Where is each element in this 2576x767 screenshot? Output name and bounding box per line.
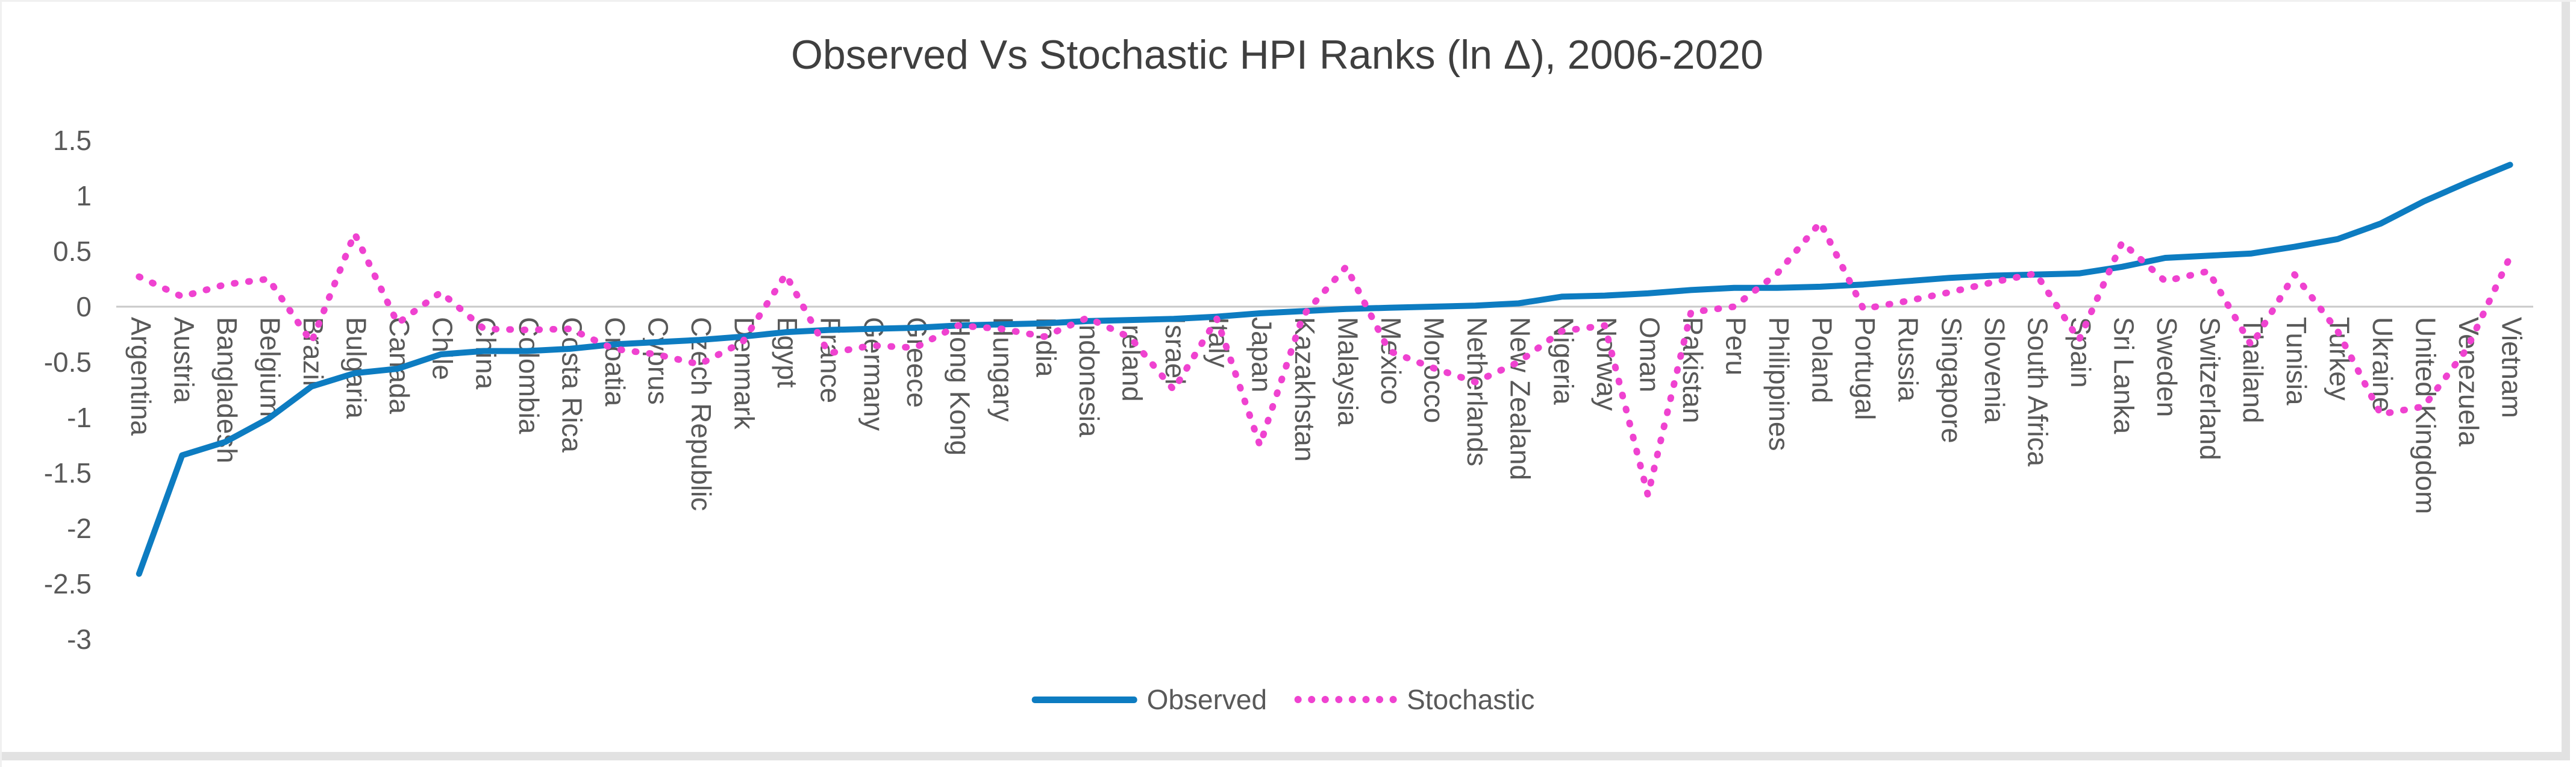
svg-text:Belgium: Belgium [254, 317, 286, 417]
svg-text:Argentina: Argentina [125, 317, 157, 436]
legend-item-stochastic: Stochastic [1295, 683, 1534, 716]
svg-text:0: 0 [76, 291, 92, 322]
svg-text:-0.5: -0.5 [44, 346, 92, 378]
legend-label-observed: Observed [1146, 684, 1268, 715]
svg-text:India: India [1031, 317, 1062, 377]
svg-text:-2.5: -2.5 [44, 568, 92, 600]
svg-text:Slovenia: Slovenia [1979, 317, 2010, 424]
svg-text:Chile: Chile [427, 317, 458, 380]
svg-text:Cyprus: Cyprus [643, 317, 674, 405]
svg-text:Israel: Israel [1160, 317, 1191, 384]
chart-title: Observed Vs Stochastic HPI Ranks (ln Δ),… [791, 32, 1763, 78]
svg-text:Austria: Austria [168, 317, 199, 404]
window-frame-bottom [0, 752, 2569, 760]
svg-text:Pakistan: Pakistan [1677, 317, 1708, 423]
svg-text:1.5: 1.5 [53, 125, 92, 156]
svg-text:Sri Lanka: Sri Lanka [2109, 317, 2140, 434]
window-frame-right [2562, 0, 2570, 760]
legend-label-stochastic: Stochastic [1407, 684, 1535, 715]
observed-line-swatch-icon [1031, 696, 1137, 703]
svg-text:-1.5: -1.5 [44, 457, 92, 489]
svg-text:Malaysia: Malaysia [1332, 317, 1363, 427]
svg-text:Japan: Japan [1246, 317, 1277, 392]
svg-text:1: 1 [76, 180, 92, 211]
svg-text:-1: -1 [67, 402, 92, 433]
svg-text:Germany: Germany [858, 317, 889, 431]
svg-text:Egypt: Egypt [772, 317, 803, 388]
svg-text:Costa Rica: Costa Rica [556, 317, 587, 452]
svg-text:Norway: Norway [1591, 317, 1622, 411]
window-edge-left [0, 0, 2, 767]
svg-text:Netherlands: Netherlands [1462, 317, 1493, 466]
svg-text:Hong Kong: Hong Kong [944, 317, 975, 456]
svg-text:Singapore: Singapore [1936, 317, 1967, 443]
svg-text:-3: -3 [67, 624, 92, 655]
svg-text:Bulgaria: Bulgaria [341, 317, 372, 419]
svg-text:Peru: Peru [1721, 317, 1752, 375]
svg-text:Ireland: Ireland [1117, 317, 1148, 402]
svg-text:-2: -2 [67, 513, 92, 544]
svg-text:Venezuela: Venezuela [2453, 317, 2484, 446]
svg-text:Oman: Oman [1634, 317, 1665, 392]
svg-text:Philippines: Philippines [1763, 317, 1795, 451]
window-edge-top [0, 0, 2576, 2]
svg-text:Greece: Greece [901, 317, 933, 408]
stochastic-dotted-swatch-icon [1295, 696, 1398, 703]
svg-text:Colombia: Colombia [513, 317, 545, 434]
svg-text:Tunisia: Tunisia [2281, 317, 2312, 405]
svg-text:Sweden: Sweden [2151, 317, 2183, 417]
svg-text:Croatia: Croatia [599, 317, 631, 407]
svg-text:Portugal: Portugal [1849, 317, 1881, 420]
chart-legend: Observed Stochastic [1031, 683, 1534, 716]
svg-text:Indonesia: Indonesia [1074, 317, 1105, 437]
svg-text:Thailand: Thailand [2237, 317, 2269, 423]
svg-text:Vietnam: Vietnam [2496, 317, 2528, 418]
svg-text:Czech Republic: Czech Republic [686, 317, 717, 511]
svg-text:Hungary: Hungary [987, 317, 1019, 422]
svg-text:United Kingdom: United Kingdom [2410, 317, 2441, 514]
legend-item-observed: Observed [1031, 683, 1268, 716]
svg-text:South Africa: South Africa [2022, 317, 2053, 466]
svg-text:Brazil: Brazil [298, 317, 329, 386]
svg-text:Russia: Russia [1893, 317, 1924, 402]
svg-text:Poland: Poland [1807, 317, 1838, 403]
svg-text:New Zealand: New Zealand [1505, 317, 1536, 480]
svg-text:Switzerland: Switzerland [2195, 317, 2226, 460]
svg-text:0.5: 0.5 [53, 236, 92, 267]
